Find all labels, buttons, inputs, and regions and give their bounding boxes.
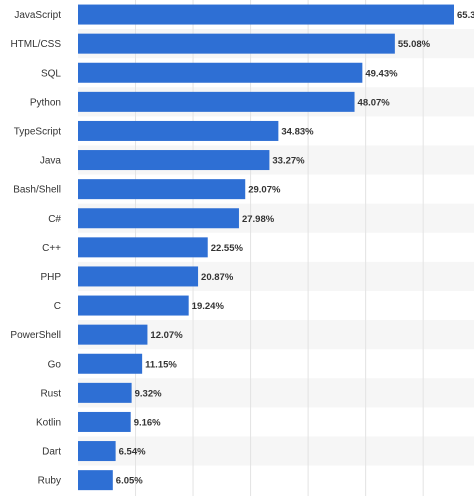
value-label: 20.87%: [201, 272, 234, 283]
bar-java: [78, 150, 270, 171]
category-label: PowerShell: [10, 330, 61, 341]
value-label: 9.16%: [134, 417, 161, 428]
bar-php: [78, 266, 199, 287]
value-label: 65.36%: [457, 10, 474, 21]
category-label: Python: [30, 97, 61, 108]
bar-powershell: [78, 324, 148, 345]
value-label: 11.15%: [145, 359, 177, 370]
value-label: 29.07%: [248, 185, 281, 196]
bar-bash-shell: [78, 179, 246, 200]
value-label: 6.05%: [116, 476, 143, 487]
value-label: 9.32%: [135, 388, 162, 399]
bar-python: [78, 91, 355, 112]
row-stripe: [78, 378, 474, 408]
bar-html-css: [78, 33, 395, 54]
bar-c-: [78, 208, 239, 229]
bar-go: [78, 353, 143, 374]
value-label: 34.83%: [281, 126, 314, 137]
bar-ruby: [78, 470, 113, 491]
bar-javascript: [78, 4, 454, 25]
category-label: Kotlin: [36, 417, 61, 428]
category-label: Java: [40, 156, 62, 167]
category-label: C: [54, 301, 61, 312]
bar-rust: [78, 382, 132, 403]
category-label: PHP: [40, 272, 61, 283]
category-label: TypeScript: [14, 126, 61, 137]
value-label: 33.27%: [272, 156, 305, 167]
category-label: HTML/CSS: [10, 39, 61, 50]
category-label: Ruby: [38, 476, 61, 487]
bar-kotlin: [78, 411, 131, 432]
category-label: Go: [48, 359, 62, 370]
category-label: Bash/Shell: [13, 185, 61, 196]
category-label: Rust: [40, 388, 61, 399]
value-label: 48.07%: [358, 97, 391, 108]
value-label: 19.24%: [192, 301, 225, 312]
bar-dart: [78, 441, 116, 462]
row-stripe: [78, 436, 474, 466]
category-label: SQL: [41, 68, 61, 79]
bar-c: [78, 295, 189, 316]
value-label: 55.08%: [398, 39, 431, 50]
value-label: 22.55%: [211, 243, 244, 254]
value-label: 27.98%: [242, 214, 275, 225]
value-label: 12.07%: [150, 330, 183, 341]
value-label: 6.54%: [119, 447, 146, 458]
bar-sql: [78, 62, 363, 83]
bar-typescript: [78, 120, 279, 141]
value-label: 49.43%: [365, 68, 398, 79]
category-label: Dart: [42, 447, 61, 458]
category-label: C#: [48, 214, 61, 225]
category-label: C++: [42, 243, 61, 254]
category-label: JavaScript: [14, 10, 61, 21]
bar-c-: [78, 237, 208, 258]
